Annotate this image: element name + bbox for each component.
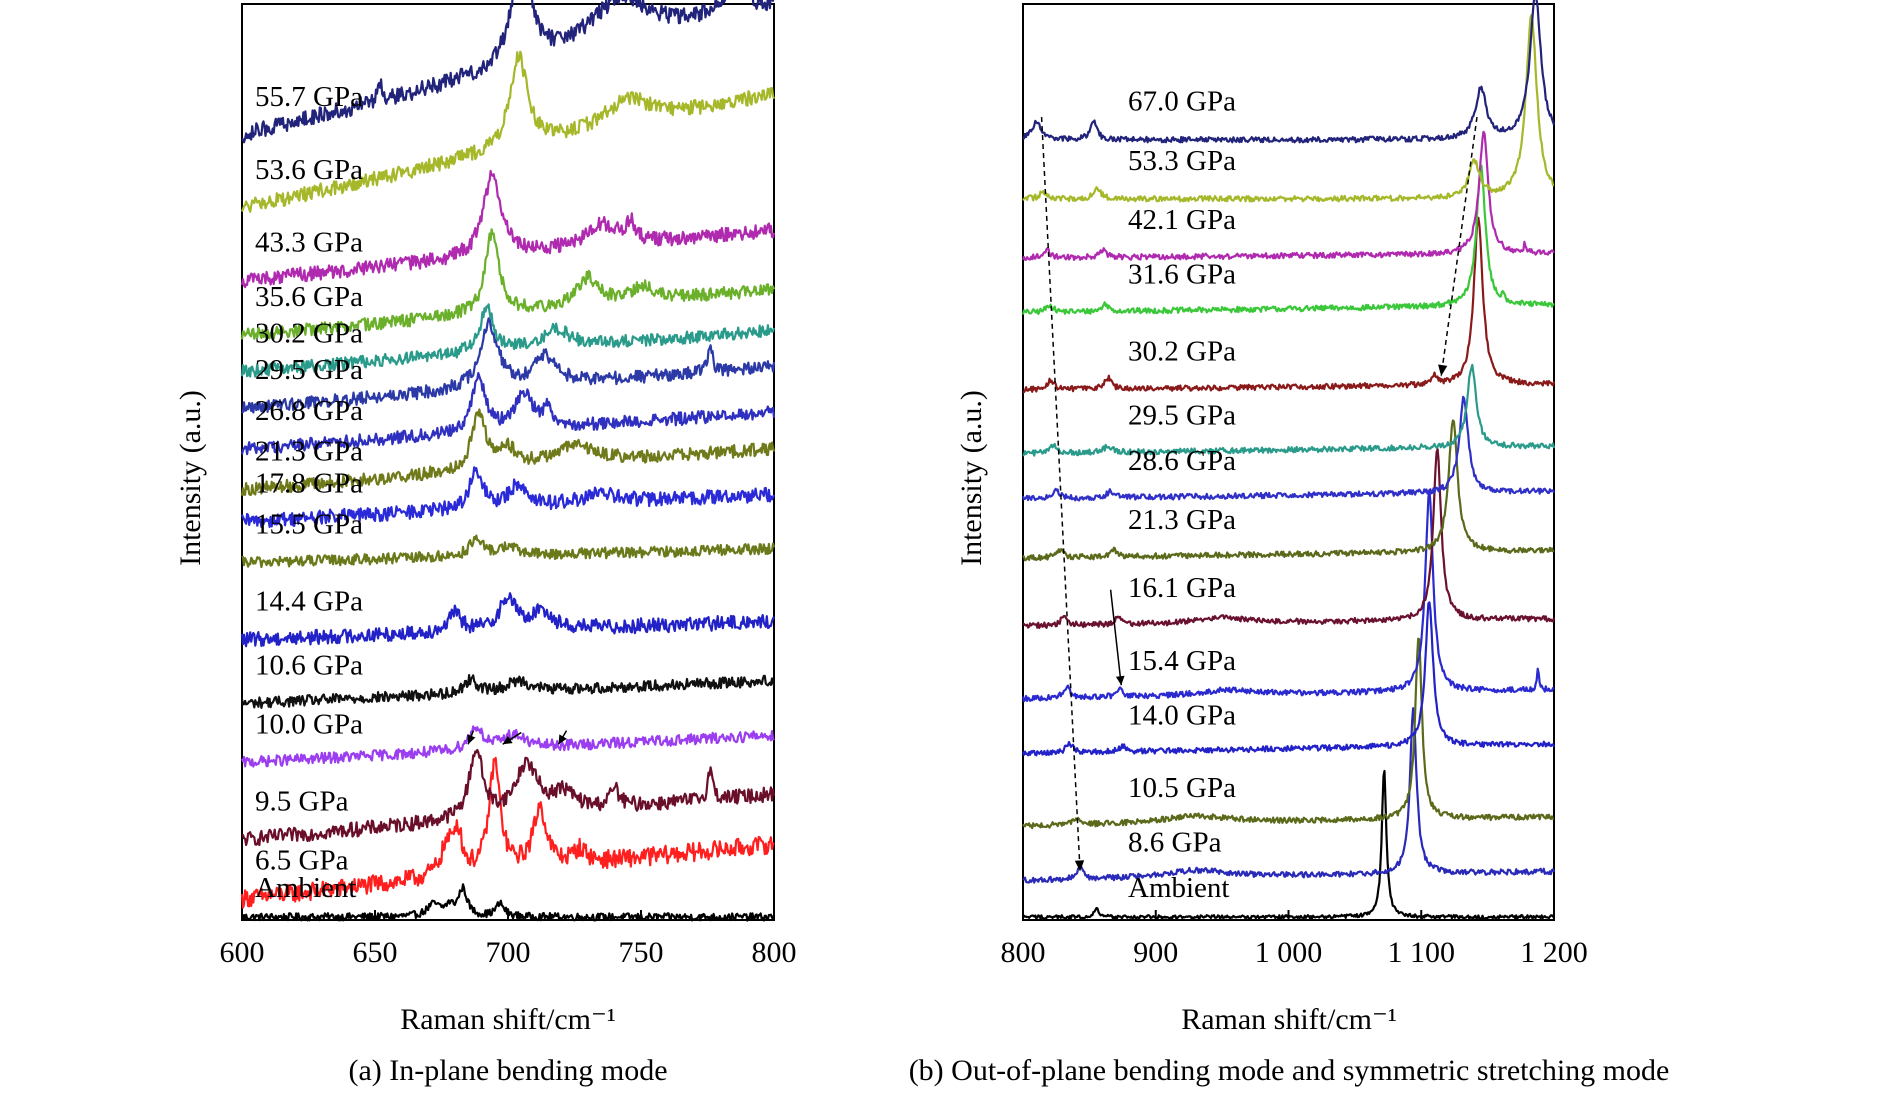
series-label: 10.5 GPa <box>1128 772 1236 804</box>
series-label: 14.0 GPa <box>1128 699 1236 731</box>
panel-a-caption: (a) In-plane bending mode <box>348 1054 667 1087</box>
series-label: 14.4 GPa <box>255 586 363 618</box>
panel-a-annotations <box>467 730 568 745</box>
x-tick-label: 600 <box>220 936 265 969</box>
dashed-guide-line <box>1440 116 1478 377</box>
arrow-head <box>502 735 513 745</box>
series-line <box>1022 216 1556 394</box>
x-tick-label: 700 <box>486 936 531 969</box>
series-line <box>1022 448 1556 629</box>
series-line <box>240 725 775 768</box>
x-tick-label: 1 200 <box>1520 936 1588 969</box>
series-line <box>241 534 776 569</box>
x-tick-label: 800 <box>1001 936 1046 969</box>
series-line <box>240 169 776 289</box>
series-line <box>240 303 776 378</box>
series-line <box>240 50 776 213</box>
series-label: 10.0 GPa <box>255 708 363 740</box>
panel-b-annotations <box>1040 116 1478 872</box>
series-line <box>241 0 775 144</box>
series-label: 6.5 GPa <box>255 845 349 877</box>
series-label: 53.3 GPa <box>1128 145 1236 177</box>
series-label: 29.5 GPa <box>1128 399 1236 431</box>
panel-b-out-of-plane-bending: 800 900 1 000 1 100 1 200 Ambient 8.6 GPa 10.5… <box>909 0 1670 1087</box>
series-line <box>1022 769 1555 920</box>
series-label: 43.3 GPa <box>255 227 363 259</box>
series-line <box>240 883 776 922</box>
x-tick-label: 750 <box>619 936 664 969</box>
series-line <box>240 408 776 497</box>
series-line <box>241 748 776 847</box>
panel-a-x-ticks: 600 650 700 750 800 <box>220 910 797 969</box>
x-tick-label: 1 000 <box>1255 936 1323 969</box>
series-label: 15.5 GPa <box>255 508 363 540</box>
panel-b-y-axis-label: Intensity (a.u.) <box>955 390 988 566</box>
panel-a-x-axis-label: Raman shift/cm⁻¹ <box>400 1003 616 1036</box>
series-line <box>240 674 776 709</box>
series-line <box>1022 363 1556 457</box>
annotation-arrow <box>1109 589 1122 686</box>
series-label: 8.6 GPa <box>1128 827 1222 859</box>
series-label: 21.3 GPa <box>255 436 363 468</box>
arrow-head <box>467 734 476 745</box>
series-line <box>1021 601 1556 757</box>
panel-b-caption: (b) Out-of-plane bending mode and symmet… <box>909 1054 1670 1087</box>
series-line <box>1022 0 1556 144</box>
series-line <box>1021 130 1555 261</box>
panel-b-x-ticks: 800 900 1 000 1 100 1 200 <box>1001 910 1588 969</box>
arrow-head <box>1438 364 1448 377</box>
series-label: 31.6 GPa <box>1128 258 1236 290</box>
series-line <box>240 228 776 340</box>
series-label: 21.3 GPa <box>1128 504 1236 536</box>
series-line <box>1021 164 1555 315</box>
series-line <box>240 592 775 648</box>
series-label: 55.7 GPa <box>255 81 363 113</box>
series-label: 30.2 GPa <box>255 318 363 350</box>
series-line <box>1022 637 1555 830</box>
series-label: 17.8 GPa <box>255 467 363 499</box>
x-tick-label: 1 100 <box>1388 936 1456 969</box>
series-label: 30.2 GPa <box>1128 336 1236 368</box>
arrow-head <box>1115 675 1125 686</box>
series-line <box>240 466 776 528</box>
series-label: 16.1 GPa <box>1128 572 1236 604</box>
x-tick-label: 900 <box>1133 936 1178 969</box>
series-line <box>1022 13 1555 203</box>
x-tick-label: 650 <box>353 936 398 969</box>
panel-b-series-group <box>1021 0 1556 920</box>
series-label: 26.8 GPa <box>255 395 363 427</box>
panel-a-y-axis-label: Intensity (a.u.) <box>174 390 207 566</box>
series-label: 29.5 GPa <box>255 354 363 386</box>
series-label: 9.5 GPa <box>255 786 349 818</box>
series-label: Ambient <box>255 872 357 904</box>
panel-b-series-labels: Ambient 8.6 GPa 10.5 GPa 14.0 GPa 15.4 GPa 16… <box>1128 86 1236 904</box>
series-line <box>1022 707 1556 884</box>
series-line <box>1021 489 1555 703</box>
series-label: 67.0 GPa <box>1128 86 1236 118</box>
series-label: 42.1 GPa <box>1128 204 1236 236</box>
series-line <box>241 317 776 414</box>
panel-b-x-axis-label: Raman shift/cm⁻¹ <box>1181 1003 1397 1036</box>
series-line <box>1022 419 1555 562</box>
series-label: 53.6 GPa <box>255 154 363 186</box>
arrow-head <box>1074 860 1085 872</box>
x-tick-label: 800 <box>752 936 797 969</box>
series-line <box>240 756 775 909</box>
series-label: 35.6 GPa <box>255 281 363 313</box>
series-label: 10.6 GPa <box>255 649 363 681</box>
series-label: 28.6 GPa <box>1128 445 1236 477</box>
series-label: Ambient <box>1128 872 1230 904</box>
panel-a-series-group <box>240 0 776 922</box>
series-line <box>240 372 776 456</box>
series-label: 15.4 GPa <box>1128 645 1236 677</box>
arrow-head <box>558 734 567 745</box>
